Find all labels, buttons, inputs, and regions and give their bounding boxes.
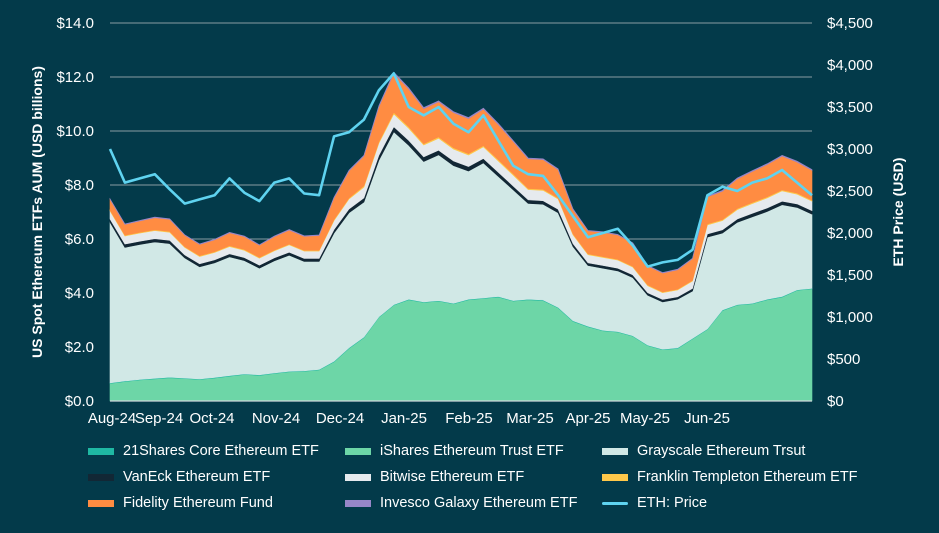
y-tick-label: $4.0	[65, 285, 94, 302]
legend-label: VanEck Ethereum ETF	[123, 469, 271, 485]
x-tick-label: Dec-24	[316, 410, 364, 427]
eth-price-line	[108, 72, 813, 268]
x-tick-label: Jun-25	[684, 410, 730, 427]
x-tick-label: Feb-25	[445, 410, 493, 427]
area-invesco-galaxy-ethereum-etf	[109, 71, 813, 274]
x-tick-label: May-25	[620, 410, 670, 427]
legend-swatch	[88, 447, 114, 455]
y-tick-label: $10.0	[56, 123, 94, 140]
legend-swatch	[345, 447, 371, 455]
y2-tick-label: $1,000	[827, 309, 873, 326]
y2-tick-label: $4,000	[827, 57, 873, 74]
legend-label: Grayscale Ethereum Trsut	[637, 443, 806, 459]
legend-item-fidelity: Fidelity Ethereum Fund	[88, 495, 273, 511]
y-tick-label: $0.0	[65, 393, 94, 410]
y2-tick-label: $0	[827, 393, 844, 410]
legend-swatch	[345, 473, 371, 481]
y-tick-label: $2.0	[65, 339, 94, 356]
legend-swatch	[88, 499, 114, 507]
legend-label: 21Shares Core Ethereum ETF	[123, 443, 319, 459]
y-axis-title: US Spot Ethereum ETFs AUM (USD billions)	[29, 66, 45, 358]
legend-label: Invesco Galaxy Ethereum ETF	[380, 495, 578, 511]
legend-item-bitwise: Bitwise Ethereum ETF	[345, 469, 524, 485]
x-tick-label: Sep-24	[135, 410, 183, 427]
legend-item-ishares: iShares Ethereum Trust ETF	[345, 443, 564, 459]
y2-tick-label: $3,500	[827, 99, 873, 116]
legend-swatch	[345, 499, 371, 507]
y2-tick-label: $2,500	[827, 183, 873, 200]
y2-tick-label: $4,500	[827, 15, 873, 32]
y-tick-label: $6.0	[65, 231, 94, 248]
y-tick-label: $8.0	[65, 177, 94, 194]
y-tick-label: $12.0	[56, 69, 94, 86]
legend-item-grayscale: Grayscale Ethereum Trsut	[602, 443, 805, 459]
legend-item-vaneck: VanEck Ethereum ETF	[88, 469, 270, 485]
x-tick-label: Aug-24	[88, 410, 136, 427]
y-tick-label: $14.0	[56, 15, 94, 32]
legend-item-eth-price: ETH: Price	[602, 495, 707, 511]
y2-tick-label: $3,000	[827, 141, 873, 158]
legend-item-invesco: Invesco Galaxy Ethereum ETF	[345, 495, 577, 511]
x-tick-label: Jan-25	[381, 410, 427, 427]
legend-swatch	[602, 447, 628, 455]
x-tick-label: Nov-24	[252, 410, 300, 427]
legend-swatch	[602, 473, 628, 481]
x-tick-label: Apr-25	[565, 410, 610, 427]
legend-label: Bitwise Ethereum ETF	[380, 469, 525, 485]
stacked-areas	[109, 71, 813, 402]
legend-label: Franklin Templeton Ethereum ETF	[637, 469, 858, 485]
y2-tick-label: $1,500	[827, 267, 873, 284]
x-tick-label: Oct-24	[189, 410, 234, 427]
legend-line-swatch	[602, 501, 628, 505]
legend-label: iShares Ethereum Trust ETF	[380, 443, 564, 459]
y2-tick-label: $2,000	[827, 225, 873, 242]
axes: $0.0 $2.0 $4.0 $6.0 $8.0 $10.0 $12.0 $14.0 $0 $50…	[56, 15, 872, 427]
legend-label: Fidelity Ethereum Fund	[123, 495, 273, 511]
y2-axis-title: ETH Price (USD)	[890, 158, 906, 267]
eth-price-line-layer	[108, 72, 813, 268]
legend-label: ETH: Price	[637, 495, 708, 511]
legend-item-franklin: Franklin Templeton Ethereum ETF	[602, 469, 858, 485]
y2-tick-label: $500	[827, 351, 860, 368]
legend-item-21shares: 21Shares Core Ethereum ETF	[88, 443, 319, 459]
x-tick-label: Mar-25	[506, 410, 554, 427]
legend-swatch	[88, 473, 114, 481]
